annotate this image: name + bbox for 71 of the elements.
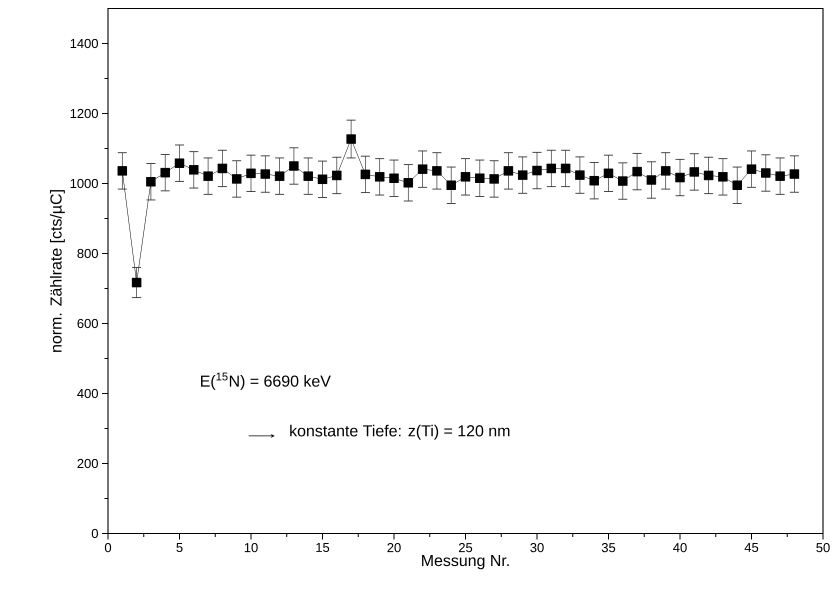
point — [389, 173, 399, 183]
y-tick-label: 0 — [92, 528, 98, 538]
point — [203, 171, 213, 181]
point — [604, 168, 614, 178]
x-tick-label: 15 — [316, 543, 330, 552]
point — [246, 168, 256, 178]
y-tick-label: 1400 — [70, 38, 98, 48]
x-tick-label: 5 — [176, 543, 183, 552]
x-tick-label: 50 — [816, 543, 830, 552]
x-tick-label: 20 — [387, 543, 401, 552]
point — [174, 158, 184, 168]
point — [446, 180, 456, 190]
point — [589, 176, 599, 186]
x-tick-label: 45 — [744, 543, 758, 552]
point — [790, 169, 800, 179]
x-tick-label: 40 — [673, 543, 687, 552]
point — [346, 134, 356, 144]
point — [318, 174, 328, 184]
y-tick-label: 400 — [77, 388, 98, 398]
point — [532, 166, 542, 176]
point — [189, 165, 199, 175]
point — [660, 166, 670, 176]
y-tick-label: 1200 — [70, 108, 98, 118]
x-tick-label: 35 — [602, 543, 616, 552]
point — [704, 170, 714, 180]
y-tick-label: 600 — [78, 318, 98, 328]
point — [160, 168, 170, 178]
point — [360, 170, 370, 180]
point — [675, 172, 685, 182]
point — [146, 176, 156, 186]
point — [575, 170, 585, 180]
y-tick-label: 800 — [77, 248, 98, 258]
point — [274, 171, 284, 181]
point — [232, 174, 242, 184]
y-tick-label: 1000 — [70, 178, 98, 188]
point — [489, 174, 499, 184]
x-tick-label: 10 — [244, 543, 258, 552]
point — [418, 164, 428, 174]
point — [618, 176, 628, 186]
point — [560, 164, 570, 174]
point — [475, 173, 485, 183]
y-axis-title: norm. Zählrate [cts/µC] — [50, 190, 65, 352]
annotation: konstante Tiefe: z(Ti) = 120 nm — [290, 424, 510, 440]
point — [374, 172, 384, 182]
point — [460, 172, 470, 182]
point — [332, 170, 342, 180]
point — [132, 278, 142, 288]
point — [260, 169, 270, 179]
point — [718, 172, 728, 182]
point — [432, 166, 442, 176]
point — [289, 161, 299, 171]
annotation: E($^{15}$N) = 6690 keV — [201, 372, 331, 390]
point — [761, 168, 771, 178]
point — [504, 166, 514, 176]
x-tick-label: 30 — [530, 543, 544, 552]
point — [632, 166, 642, 176]
point — [303, 171, 313, 181]
x-tick-label: 0 — [104, 543, 112, 552]
point — [746, 164, 756, 174]
point — [690, 167, 700, 177]
point — [775, 171, 785, 181]
point — [404, 178, 414, 188]
point — [546, 164, 556, 174]
x-axis-title: Messung Nr. — [422, 555, 509, 570]
x-tick-label: 25 — [458, 543, 472, 552]
point — [518, 170, 528, 180]
point — [732, 180, 742, 190]
point — [218, 164, 228, 174]
y-tick-label: 200 — [78, 458, 98, 468]
point — [118, 166, 128, 176]
point — [646, 175, 656, 185]
